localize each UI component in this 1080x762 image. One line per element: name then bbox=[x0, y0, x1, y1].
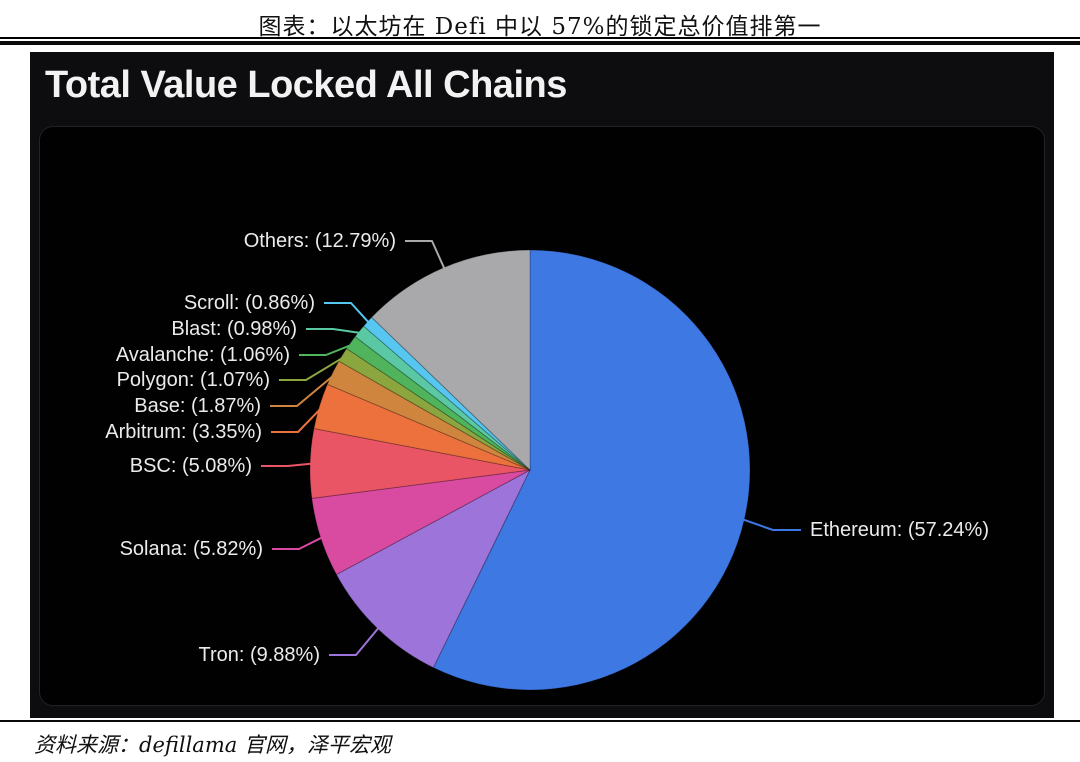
pie-slice-arbitrum[interactable] bbox=[313, 383, 531, 471]
leader-line-scroll bbox=[324, 302, 371, 325]
slice-label-bsc: BSC: (5.08%) bbox=[130, 455, 252, 477]
slice-label-solana: Solana: (5.82%) bbox=[120, 538, 263, 560]
slice-label-avalanche: Avalanche: (1.06%) bbox=[116, 344, 290, 366]
slice-label-blast: Blast: (0.98%) bbox=[171, 318, 297, 340]
slice-label-arbitrum: Arbitrum: (3.35%) bbox=[105, 421, 262, 443]
slice-label-ethereum: Ethereum: (57.24%) bbox=[810, 519, 989, 541]
leader-line-tron bbox=[329, 625, 381, 656]
leader-line-blast bbox=[306, 328, 362, 335]
leader-line-others bbox=[405, 240, 447, 271]
title-divider bbox=[0, 37, 1080, 45]
bottom-divider bbox=[0, 720, 1080, 722]
slice-label-polygon: Polygon: (1.07%) bbox=[117, 369, 270, 391]
pie-slice-avalanche[interactable] bbox=[345, 335, 531, 471]
leader-line-avalanche bbox=[299, 343, 354, 356]
document-title: 图表：以太坊在 Defi 中以 57%的锁定总价值排第一 bbox=[258, 14, 822, 40]
leader-line-solana bbox=[272, 535, 324, 550]
leader-line-polygon bbox=[279, 355, 346, 381]
leader-line-base bbox=[270, 373, 337, 407]
slice-label-others: Others: (12.79%) bbox=[244, 230, 396, 252]
leader-line-arbitrum bbox=[271, 406, 324, 433]
leader-line-ethereum bbox=[741, 517, 801, 531]
slice-label-scroll: Scroll: (0.86%) bbox=[184, 292, 315, 314]
source-note: 资料来源：defillama 官网，泽平宏观 bbox=[34, 733, 391, 757]
leader-line-bsc bbox=[261, 462, 314, 467]
slice-label-base: Base: (1.87%) bbox=[134, 395, 261, 417]
pie-slice-blast[interactable] bbox=[354, 325, 531, 471]
slice-label-tron: Tron: (9.88%) bbox=[198, 644, 320, 666]
chart-title: Total Value Locked All Chains bbox=[45, 64, 567, 106]
